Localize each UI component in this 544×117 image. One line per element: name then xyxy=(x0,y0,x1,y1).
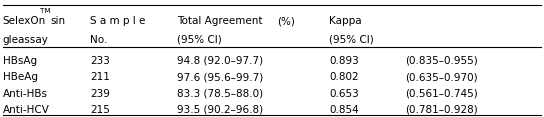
Text: 239: 239 xyxy=(90,89,110,99)
Text: Anti-HBs: Anti-HBs xyxy=(3,89,48,99)
Text: 93.5 (90.2–96.8): 93.5 (90.2–96.8) xyxy=(177,105,263,115)
Text: HBsAg: HBsAg xyxy=(3,56,37,66)
Text: 97.6 (95.6–99.7): 97.6 (95.6–99.7) xyxy=(177,72,263,82)
Text: (%): (%) xyxy=(277,16,295,26)
Text: (0.635–0.970): (0.635–0.970) xyxy=(405,72,478,82)
Text: TM: TM xyxy=(40,7,51,14)
Text: 233: 233 xyxy=(90,56,110,66)
Text: S a m p l e: S a m p l e xyxy=(90,16,145,26)
Text: Anti-HCV: Anti-HCV xyxy=(3,105,50,115)
Text: 0.893: 0.893 xyxy=(329,56,359,66)
Text: HBeAg: HBeAg xyxy=(3,72,38,82)
Text: 211: 211 xyxy=(90,72,110,82)
Text: (0.781–0.928): (0.781–0.928) xyxy=(405,105,478,115)
Text: No.: No. xyxy=(90,35,107,45)
Text: Total Agreement: Total Agreement xyxy=(177,16,262,26)
Text: (95% CI): (95% CI) xyxy=(177,35,221,45)
Text: (95% CI): (95% CI) xyxy=(329,35,374,45)
Text: 0.802: 0.802 xyxy=(329,72,358,82)
Text: 83.3 (78.5–88.0): 83.3 (78.5–88.0) xyxy=(177,89,263,99)
Text: 0.653: 0.653 xyxy=(329,89,359,99)
Text: 0.854: 0.854 xyxy=(329,105,359,115)
Text: 215: 215 xyxy=(90,105,110,115)
Text: (0.561–0.745): (0.561–0.745) xyxy=(405,89,478,99)
Text: SelexOn: SelexOn xyxy=(3,16,46,26)
Text: gleassay: gleassay xyxy=(3,35,48,45)
Text: Kappa: Kappa xyxy=(329,16,362,26)
Text: sin: sin xyxy=(51,16,66,26)
Text: (0.835–0.955): (0.835–0.955) xyxy=(405,56,478,66)
Text: 94.8 (92.0–97.7): 94.8 (92.0–97.7) xyxy=(177,56,263,66)
